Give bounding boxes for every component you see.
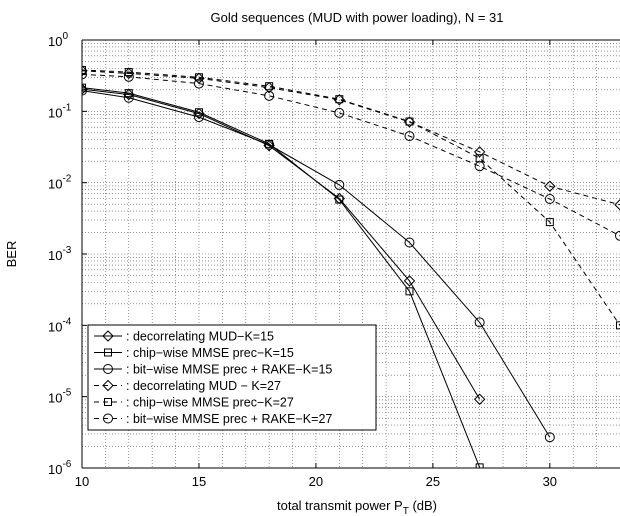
data-point-square [265,82,274,91]
data-point-circle [123,71,134,82]
y-tick-label: 100 [48,31,68,49]
x-tick-label: 10 [75,474,89,489]
data-point-circle [544,432,555,443]
data-point-circle [264,90,275,101]
x-tick-label: 25 [426,474,440,489]
data-point-square [335,95,344,104]
data-point-circle [404,237,415,248]
legend-item: : chip−wise MMSE prec−K=27 [94,396,294,410]
x-tick-label: 30 [543,474,557,489]
legend-label: : chip−wise MMSE prec−K=15 [126,346,294,360]
data-point-circle [615,230,620,241]
x-axis-label-unit: (dB) [409,498,437,513]
data-point-square [405,117,414,126]
data-point-diamond [473,393,486,405]
legend-label: : decorrelating MUD − K=27 [126,379,281,393]
legend-item: : bit−wise MMSE prec + RAKE−K=15 [94,363,332,377]
y-tick-label: 10-6 [48,459,72,477]
data-point-square [475,463,484,468]
legend-item: : chip−wise MMSE prec−K=15 [94,346,294,360]
x-axis-label: total transmit power PT (dB) [277,498,437,516]
data-point-circle [123,92,134,103]
legend-label: : bit−wise MMSE prec + RAKE−K=15 [126,363,332,377]
data-point-diamond [614,199,620,211]
series-5 [82,65,620,330]
data-point-circle [404,131,415,142]
data-point-square [194,73,203,82]
series-3 [82,85,555,443]
data-point-circle [82,69,87,80]
x-tick-label: 20 [309,474,323,489]
x-axis-label-main: total transmit power P [277,498,403,513]
series-layer [82,65,620,468]
x-axis-label-subscript: T [403,506,409,516]
series-line [82,73,620,237]
legend-item: : decorrelating MUD − K=27 [94,379,281,393]
legend-box [87,324,377,431]
legend-label: : chip−wise MMSE prec−K=27 [126,396,294,410]
y-tick-label: 10-3 [48,245,72,263]
legend-item: : bit−wise MMSE prec + RAKE−K=27 [94,412,332,426]
chart-title: Gold sequences (MUD with power loading),… [210,10,503,25]
y-axis-label: BER [4,241,19,268]
y-tick-label: 10-4 [48,316,72,334]
data-point-circle [334,179,345,190]
data-point-square [194,108,203,117]
data-point-circle [193,112,204,123]
y-tick-label: 10-1 [48,102,72,120]
data-point-square [82,65,86,74]
series-line [82,88,481,400]
data-point-square [124,68,133,77]
data-point-square [545,218,554,227]
data-point-circle [103,364,113,374]
series-line [82,90,551,438]
legend-label: : decorrelating MUD−K=15 [126,330,274,344]
data-point-circle [103,413,113,424]
data-point-square [124,89,133,98]
legend: : decorrelating MUD−K=15 : chip−wise MMSE… [87,324,377,431]
data-point-diamond [473,146,486,158]
data-point-square [104,348,112,357]
legend-item: : decorrelating MUD−K=15 [94,330,274,344]
y-tick-label: 10-2 [48,174,72,192]
y-tick-label: 10-5 [48,388,72,406]
data-point-circle [544,194,555,205]
data-point-diamond [102,330,114,342]
data-point-diamond [403,275,416,287]
data-point-circle [193,78,204,89]
data-point-circle [82,85,87,96]
data-point-circle [264,139,275,150]
data-point-circle [334,107,345,118]
legend-label: : bit−wise MMSE prec + RAKE−K=27 [126,412,332,426]
data-point-circle [474,161,485,172]
data-point-diamond [102,379,114,392]
data-point-square [405,287,414,296]
axes [81,39,620,469]
x-tick-label: 15 [192,474,206,489]
data-point-square [104,398,112,406]
data-point-circle [474,317,485,328]
series-6 [82,69,620,241]
data-point-square [616,321,620,330]
series-line [82,70,620,206]
tick-labels: 10 15 20 25 30 100 10-1 10-2 10-3 10-4 10-5 10-6 [48,31,557,489]
data-point-square [335,195,344,204]
data-point-diamond [544,180,556,192]
